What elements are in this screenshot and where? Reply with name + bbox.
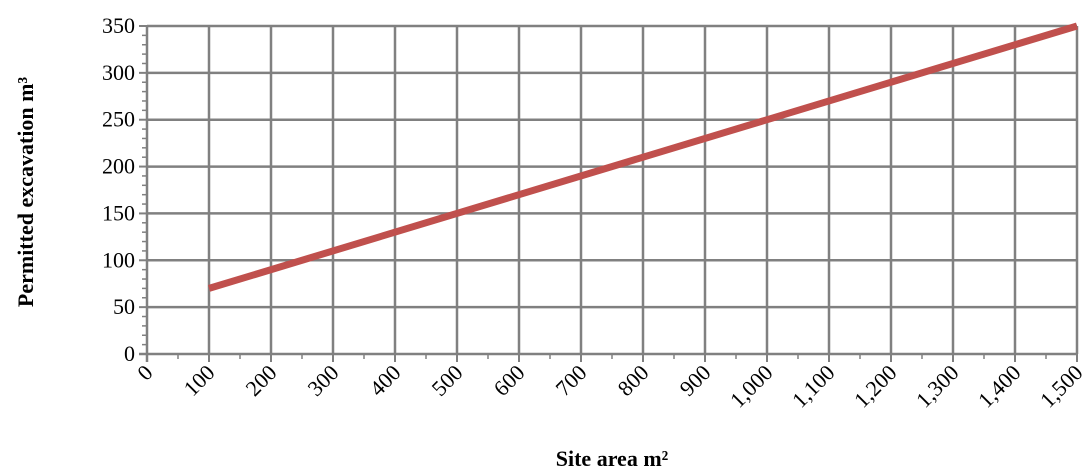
x-tick-label-500: 500 [427, 360, 468, 401]
x-tick-label-800: 800 [613, 360, 654, 401]
grid-lines [147, 24, 1079, 354]
x-tick-label-1500: 1,500 [1035, 360, 1083, 413]
axes [139, 25, 1078, 362]
y-tick-label-350: 350 [102, 13, 135, 38]
x-tick-label-100: 100 [179, 360, 220, 401]
y-tick-label-0: 0 [124, 341, 135, 366]
y-tick-label-200: 200 [102, 154, 135, 179]
x-tick-label-1200: 1,200 [849, 360, 902, 413]
x-tick-label-1300: 1,300 [911, 360, 964, 413]
y-axis-title: Permitted excavation m³ [13, 77, 38, 308]
y-tick-label-150: 150 [102, 200, 135, 225]
x-tick-label-400: 400 [365, 360, 406, 401]
x-tick-label-0: 0 [132, 360, 157, 385]
y-tick-label-300: 300 [102, 60, 135, 85]
x-tick-label-200: 200 [241, 360, 282, 401]
x-tick-labels: 0 100 200 300 400 500 600 700 800 900 1,000 1,100 1,… [132, 360, 1083, 413]
y-tick-label-250: 250 [102, 107, 135, 132]
x-tick-label-300: 300 [303, 360, 344, 401]
x-tick-label-1000: 1,000 [725, 360, 778, 413]
y-tick-label-50: 50 [113, 294, 135, 319]
x-tick-label-1100: 1,100 [787, 360, 840, 413]
data-series [207, 22, 1079, 292]
x-tick-label-900: 900 [675, 360, 716, 401]
series-line-0 [207, 22, 1079, 292]
x-tick-label-600: 600 [489, 360, 530, 401]
y-tick-label-100: 100 [102, 247, 135, 272]
x-tick-label-1400: 1,400 [973, 360, 1026, 413]
x-axis-title: Site area m² [556, 446, 669, 471]
x-tick-label-700: 700 [551, 360, 592, 401]
y-tick-labels: 0 50 100 150 200 250 300 350 [102, 13, 135, 366]
